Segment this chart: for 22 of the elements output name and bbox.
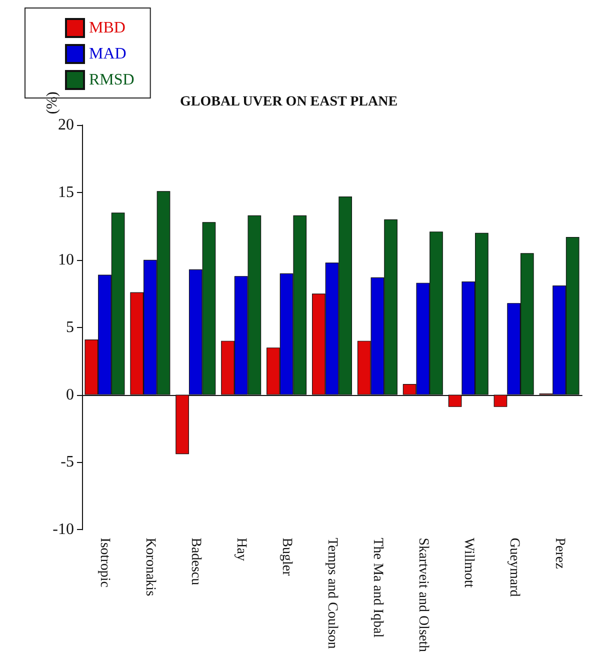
legend-label: RMSD bbox=[89, 72, 134, 88]
legend-label: MBD bbox=[89, 20, 126, 36]
y-tick-label: 20 bbox=[58, 116, 74, 134]
x-tick-label: Skartveit and Olseth bbox=[415, 538, 430, 652]
y-tick-label: 5 bbox=[66, 318, 74, 336]
x-tick-label: Bugler bbox=[279, 538, 294, 576]
x-tick-label: Hay bbox=[234, 538, 249, 562]
y-tick-label: 10 bbox=[58, 251, 74, 268]
x-tick-label: Badescu bbox=[188, 538, 204, 586]
y-tick-label: 15 bbox=[58, 184, 74, 201]
x-tick-label: The Ma and Iqbal bbox=[370, 538, 385, 638]
x-tick-label: Temps and Coulson bbox=[324, 538, 340, 649]
y-tick-label: 0 bbox=[66, 386, 74, 404]
x-tick-label: Isotropic bbox=[97, 538, 112, 588]
x-tick-label: Perez bbox=[552, 538, 567, 569]
legend-label: MAD bbox=[89, 46, 126, 62]
x-tick-label: Gueymard bbox=[506, 538, 522, 597]
y-tick-label: -5 bbox=[60, 454, 74, 471]
chart-title: GLOBAL UVER ON EAST PLANE bbox=[180, 94, 398, 110]
y-tick-label: -10 bbox=[52, 521, 74, 538]
x-tick-label: Willmott bbox=[460, 538, 476, 588]
x-tick-label: Koronakis bbox=[142, 538, 158, 596]
